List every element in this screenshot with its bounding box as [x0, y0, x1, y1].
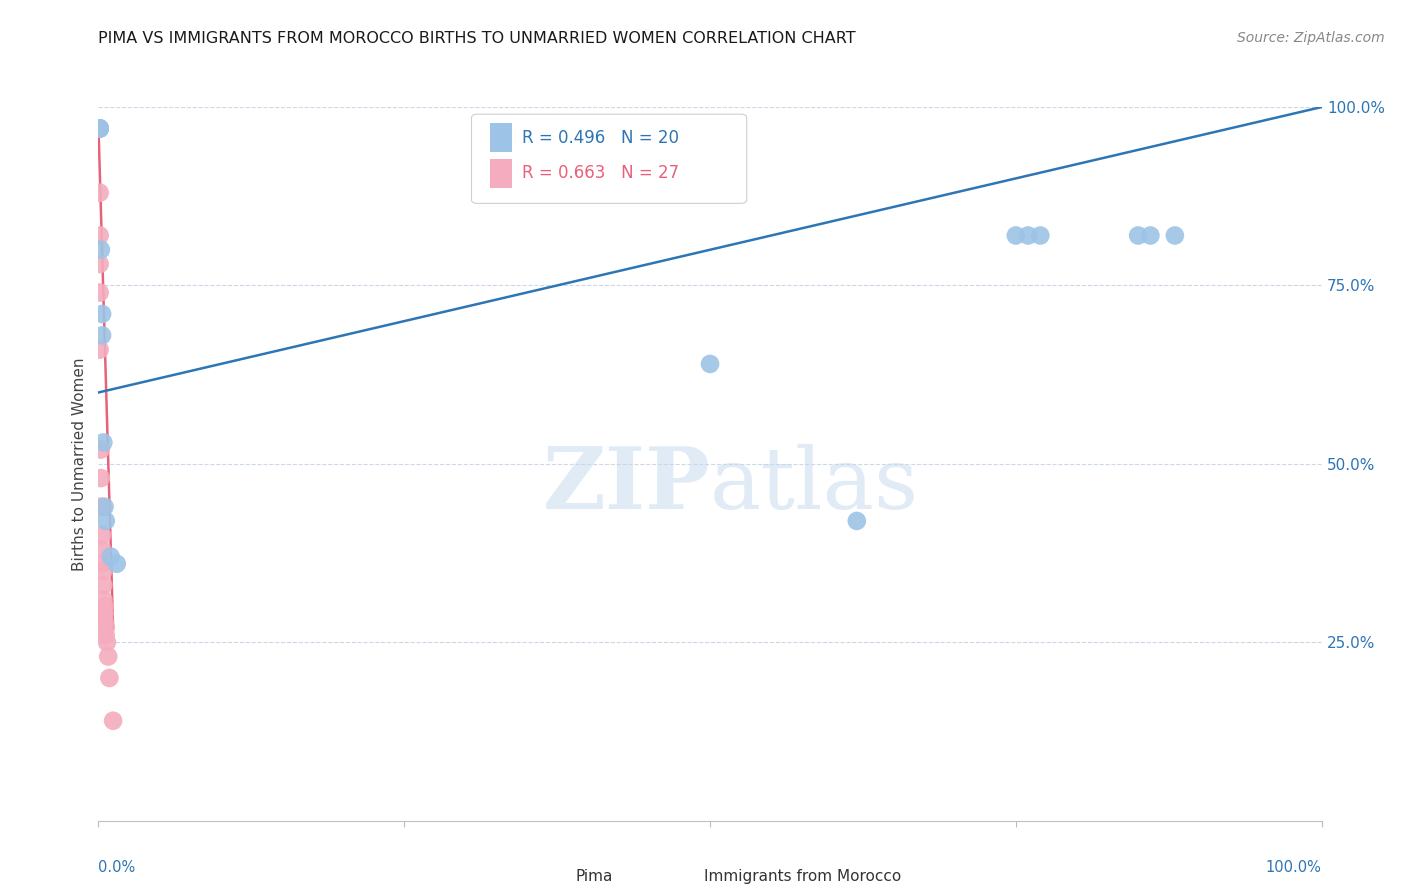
Text: ZIP: ZIP [543, 443, 710, 527]
Point [89, 121, 111, 136]
Point [845, 514, 868, 528]
Point [90, 442, 112, 457]
Point [94, 621, 117, 635]
Point [101, 714, 124, 728]
Point [89, 121, 111, 136]
Point [98, 671, 121, 685]
Bar [489, 123, 512, 152]
Point [1004, 228, 1026, 243]
Point [91, 328, 114, 343]
Point [93, 599, 115, 614]
Point [699, 357, 721, 371]
Bar [546, 867, 569, 885]
Point [100, 549, 122, 564]
Point [97, 649, 120, 664]
Text: 100.0%: 100.0% [1265, 860, 1322, 875]
Bar [673, 867, 697, 885]
Point [91, 542, 114, 557]
Point [1029, 228, 1052, 243]
Text: Immigrants from Morocco: Immigrants from Morocco [704, 869, 901, 884]
Text: PIMA VS IMMIGRANTS FROM MOROCCO BIRTHS TO UNMARRIED WOMEN CORRELATION CHART: PIMA VS IMMIGRANTS FROM MOROCCO BIRTHS T… [98, 31, 856, 46]
Text: Pima: Pima [575, 869, 613, 884]
Y-axis label: Births to Unmarried Women: Births to Unmarried Women [72, 357, 87, 571]
Text: R = 0.663   N = 27: R = 0.663 N = 27 [522, 164, 679, 182]
Point [91, 435, 114, 450]
Point [90, 500, 112, 514]
Point [89, 121, 111, 136]
Point [89, 121, 111, 136]
Point [89, 121, 111, 136]
Point [89, 343, 111, 357]
Point [91, 307, 114, 321]
Point [89, 257, 111, 271]
Point [89, 228, 111, 243]
Text: Source: ZipAtlas.com: Source: ZipAtlas.com [1237, 31, 1385, 45]
Point [94, 628, 117, 642]
Point [90, 471, 112, 485]
Point [94, 514, 117, 528]
Text: 0.0%: 0.0% [98, 860, 135, 875]
Point [93, 614, 115, 628]
Point [91, 528, 114, 542]
Point [93, 607, 115, 621]
Point [1017, 228, 1039, 243]
Point [1139, 228, 1161, 243]
Point [91, 592, 114, 607]
Point [89, 186, 111, 200]
Text: atlas: atlas [710, 443, 920, 527]
Point [90, 243, 112, 257]
Point [105, 557, 128, 571]
Point [91, 557, 114, 571]
Point [96, 635, 118, 649]
Point [91, 564, 114, 578]
Point [89, 121, 111, 136]
Point [93, 500, 115, 514]
Point [91, 578, 114, 592]
Point [1164, 228, 1187, 243]
Point [1128, 228, 1150, 243]
Bar [489, 159, 512, 187]
Text: R = 0.496   N = 20: R = 0.496 N = 20 [522, 128, 679, 146]
Point [89, 285, 111, 300]
FancyBboxPatch shape [471, 114, 747, 203]
Point [89, 121, 111, 136]
Point [89, 121, 111, 136]
